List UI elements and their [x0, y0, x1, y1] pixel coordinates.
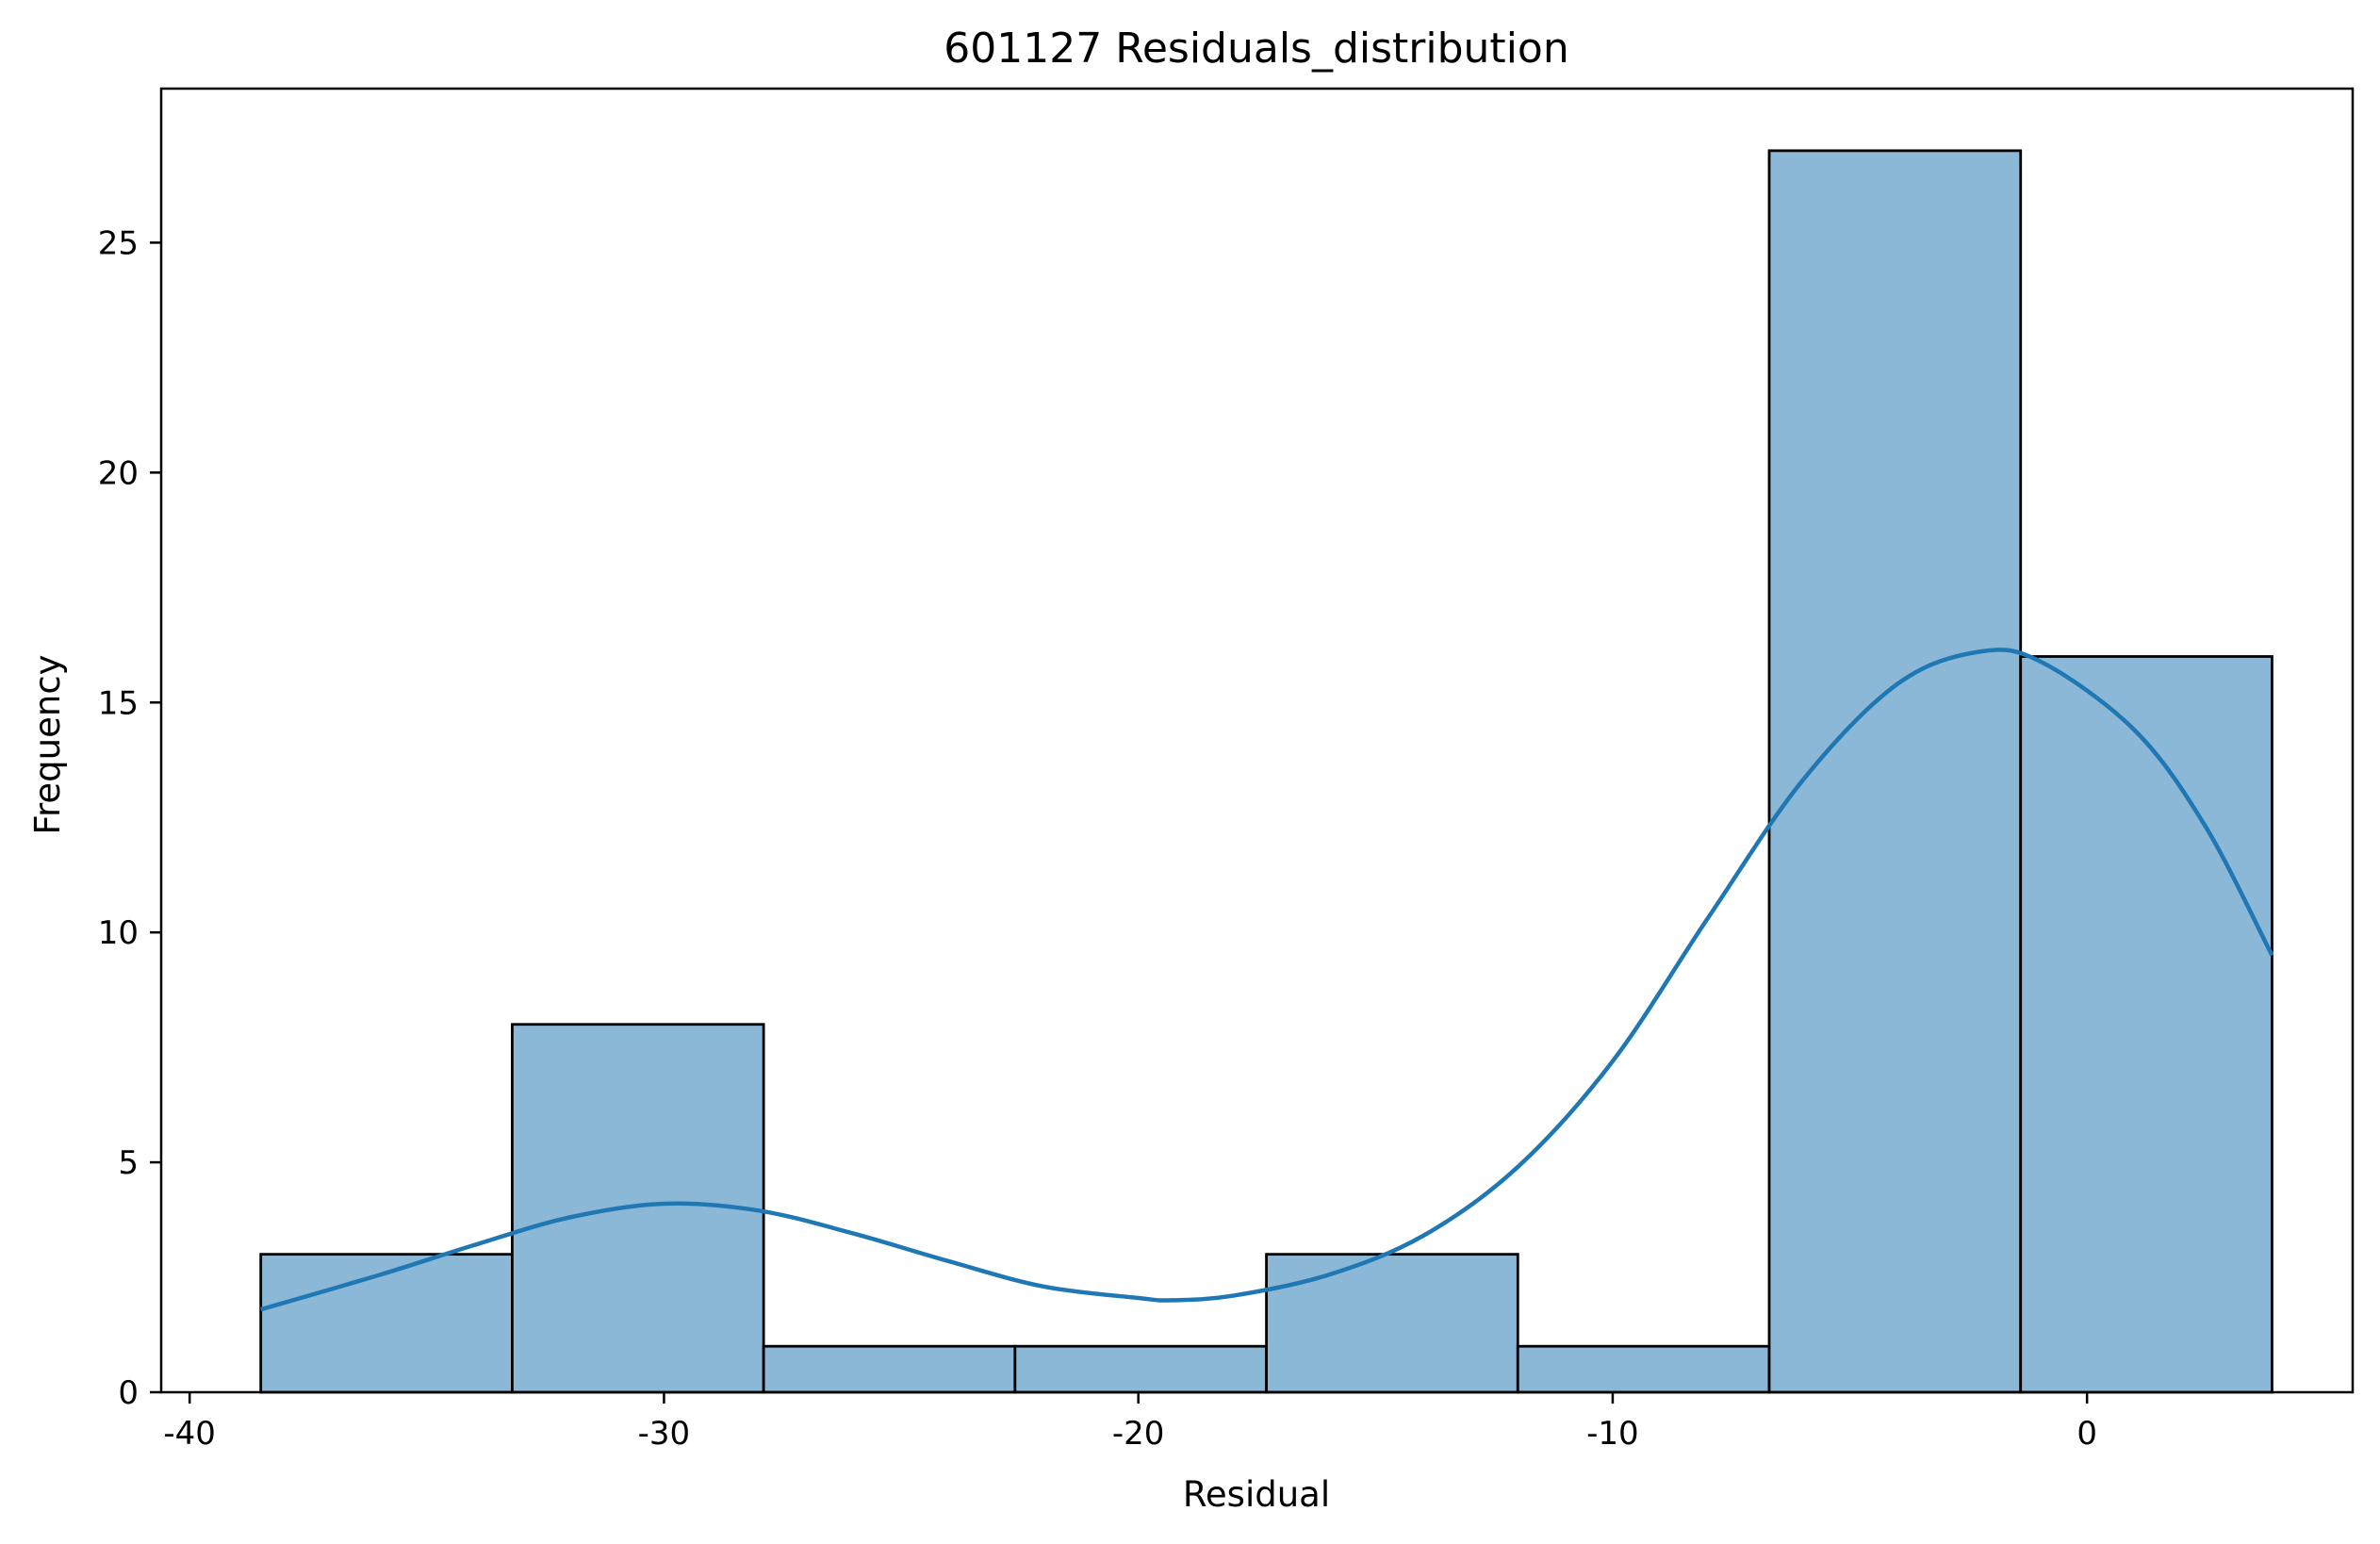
histogram-bar-3	[762, 1344, 1017, 1394]
kde-curve-layer	[260, 647, 2274, 1312]
y-axis-ticks: 0 5 10 15 20 25	[98, 224, 161, 1412]
y-axis-label: Frequency	[27, 654, 68, 834]
histogram-bar-8	[2019, 655, 2273, 1394]
y-tick-label: 25	[98, 224, 139, 262]
histogram-bars	[259, 149, 2273, 1394]
plot-frame	[159, 87, 2355, 1394]
histogram-bar-4	[1013, 1344, 1268, 1394]
chart-title: 601127 Residuals_distribution	[944, 25, 1568, 73]
x-tick-label: 0	[2076, 1415, 2097, 1453]
kde-curve	[260, 647, 2274, 1312]
histogram-bar-7	[1767, 149, 2023, 1394]
y-tick-label: 15	[98, 684, 139, 722]
y-tick-label: 10	[98, 914, 139, 952]
y-tick-label: 0	[118, 1374, 139, 1412]
x-tick-label: -10	[1586, 1415, 1639, 1453]
histogram-bar-6	[1516, 1344, 1771, 1394]
x-tick-label: -30	[638, 1415, 691, 1453]
histogram-bar-5	[1265, 1253, 1519, 1394]
x-tick-label: -20	[1112, 1415, 1165, 1453]
y-tick-label: 20	[98, 454, 139, 492]
x-tick-label: -40	[163, 1415, 216, 1453]
x-axis-label: Residual	[1183, 1474, 1330, 1515]
y-tick-label: 5	[118, 1144, 139, 1182]
x-axis-ticks: -40 -30 -20 -10 0	[163, 1392, 2097, 1453]
histogram-bar-1	[259, 1253, 514, 1394]
histogram-bar-2	[511, 1023, 765, 1394]
